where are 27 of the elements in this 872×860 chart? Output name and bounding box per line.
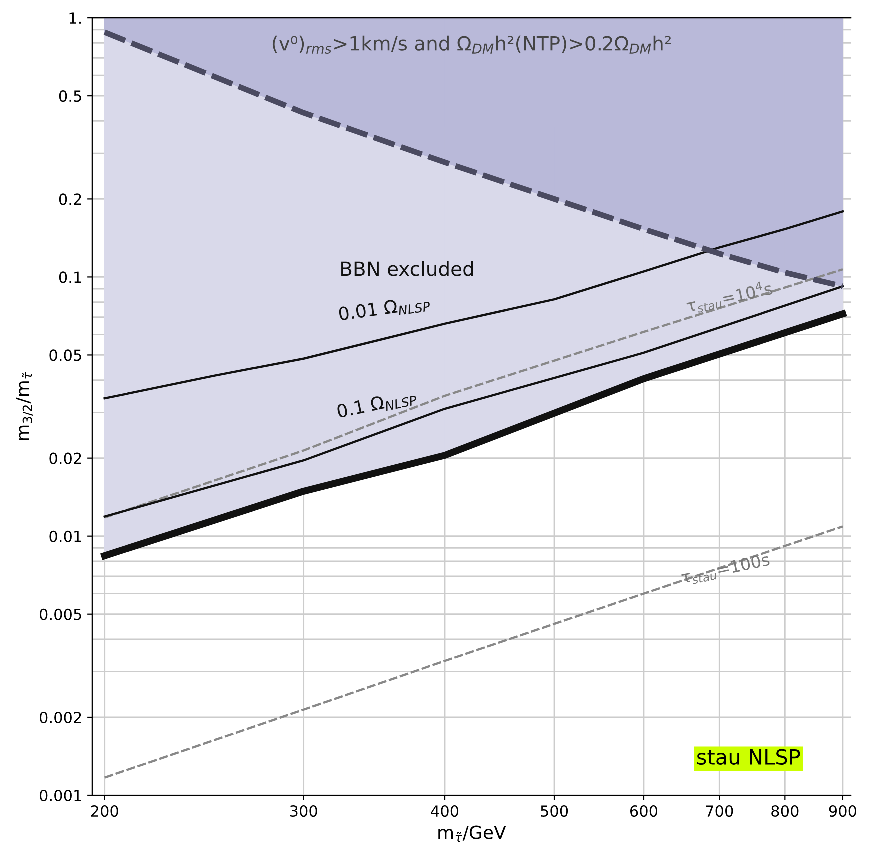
y-tick-label: 0.001 [40, 790, 82, 802]
annotation: 0.01 Ω$_{NLSP}$ [338, 294, 431, 324]
x-tick-label: 500 [541, 805, 568, 818]
y-tick-label: 0.005 [40, 608, 82, 620]
y-tick-label: 0.1 [59, 272, 82, 284]
y-tick-label: 0.002 [40, 712, 82, 724]
x-axis-title: m$_{τ̃}$/GeV [438, 826, 506, 842]
x-tick-label: 400 [431, 805, 459, 818]
y-tick-label: 0.05 [50, 350, 82, 362]
y-tick-label: 0.2 [59, 194, 82, 206]
y-axis-title: m$_{3/2}$/m$_{τ̃}$ [16, 372, 34, 440]
y-tick-label: 0.01 [50, 530, 82, 542]
x-tick-label: 900 [829, 805, 857, 818]
x-tick-label: 800 [772, 805, 799, 818]
y-tick-label: 0.5 [59, 90, 82, 102]
annotation: 0.1 Ω$_{NLSP}$ [336, 388, 418, 422]
annotation: BBN excluded [342, 261, 474, 276]
x-tick-label: 200 [91, 805, 118, 818]
x-tick-label: 600 [630, 805, 658, 818]
annotation: stau NLSP [697, 749, 800, 766]
annotation: τ$_{stau}$=10$^{4}$s [686, 280, 774, 316]
annotation: τ$_{stau}$=100s [680, 553, 771, 586]
annotation: (v⁰)$_{rms}$>1km/s and Ω$_{DM}$h²(NTP)>0.2Ω$_{DM}$h² [272, 36, 671, 54]
y-tick-label: 0.02 [50, 452, 82, 464]
y-tick-label: 1. [70, 12, 82, 24]
x-tick-label: 300 [290, 805, 318, 818]
x-tick-label: 700 [706, 805, 734, 818]
